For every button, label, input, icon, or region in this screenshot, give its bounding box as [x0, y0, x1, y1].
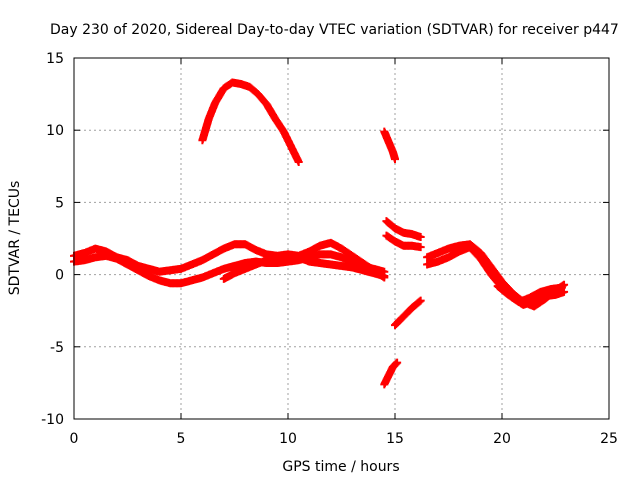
x-tick-label: 20 [493, 431, 511, 447]
data-point-marker [416, 296, 425, 305]
data-point-marker [393, 358, 402, 367]
y-tick-label: 10 [46, 123, 64, 139]
y-tick-label: 15 [46, 51, 64, 67]
ticks-layer: 0 5 10 15 20 25 -10 -5 0 5 10 15 [41, 51, 618, 447]
data-point-marker [380, 273, 389, 282]
data-point-marker [416, 233, 425, 242]
x-tick-label: 0 [70, 431, 79, 447]
series-track-5 [380, 127, 399, 164]
series-track-7 [391, 296, 425, 330]
y-tick-label: -5 [50, 340, 64, 356]
data-point-marker [557, 283, 566, 292]
x-tick-label: 15 [386, 431, 404, 447]
plot-area-border [73, 57, 610, 420]
series-track-12 [493, 282, 566, 307]
series-track-3 [219, 238, 389, 283]
x-tick-label: 5 [177, 431, 186, 447]
series-track-8 [382, 217, 425, 242]
series-track-9 [382, 231, 425, 252]
y-axis-label: SDTVAR / TECUs [7, 181, 23, 296]
y-tick-label: -10 [41, 412, 64, 428]
x-axis-label: GPS time / hours [282, 459, 399, 475]
y-tick-label: 5 [55, 195, 64, 211]
chart-title: Day 230 of 2020, Sidereal Day-to-day VTE… [50, 22, 619, 38]
x-tick-label: 25 [600, 431, 618, 447]
data-point-marker [560, 287, 569, 296]
series-track-6 [380, 358, 402, 389]
y-tick-label: 0 [55, 268, 64, 284]
data-point-marker [294, 157, 303, 166]
grid-layer [74, 58, 609, 419]
data-point-marker [416, 243, 425, 252]
series-track-4 [198, 78, 303, 166]
data-point-marker [391, 155, 399, 164]
points-layer [70, 78, 569, 389]
x-tick-label: 10 [279, 431, 297, 447]
